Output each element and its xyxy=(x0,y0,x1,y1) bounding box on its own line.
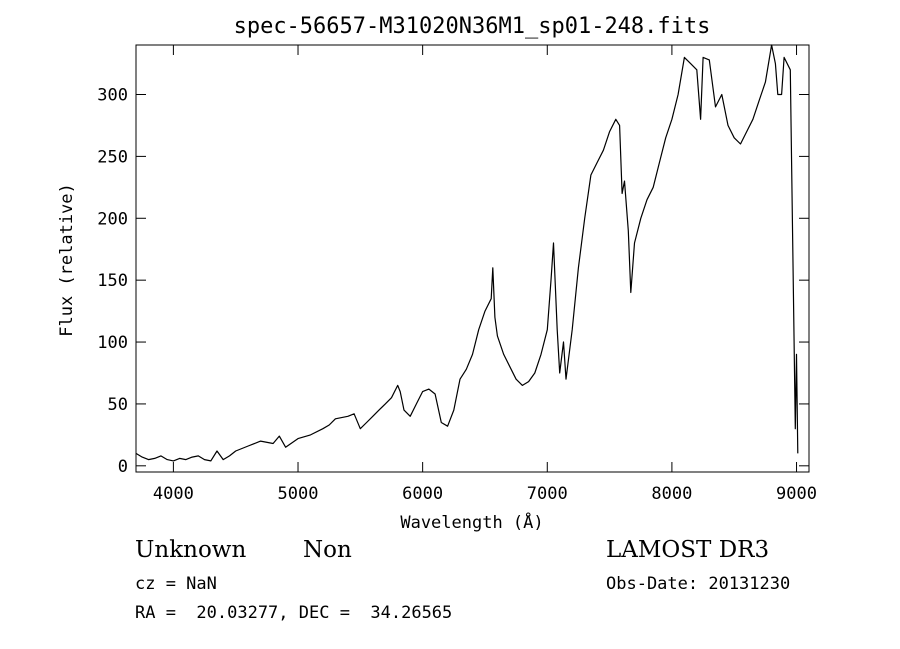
y-tick-label: 100 xyxy=(97,333,128,353)
y-tick-label: 0 xyxy=(118,457,128,477)
x-axis-label: Wavelength (Å) xyxy=(400,511,543,533)
survey-name: LAMOST DR3 xyxy=(606,537,770,563)
series-group xyxy=(135,44,799,462)
x-tick-label: 5000 xyxy=(278,484,319,504)
y-tick-label: 150 xyxy=(97,271,128,291)
x-tick-label: 6000 xyxy=(402,484,443,504)
y-axis-label: Flux (relative) xyxy=(57,183,77,337)
coordinates-text: RA = 20.03277, DEC = 34.26565 xyxy=(135,603,453,623)
object-subclass: Non xyxy=(303,537,352,563)
object-class: Unknown xyxy=(135,537,247,563)
x-tick-label: 4000 xyxy=(153,484,194,504)
x-axis: 4000 5000 6000 7000 8000 9000 xyxy=(153,45,817,504)
obs-date: Obs-Date: 20131230 xyxy=(606,574,791,594)
chart-title: spec-56657-M31020N36M1_sp01-248.fits xyxy=(234,14,711,39)
x-tick-label: 7000 xyxy=(527,484,568,504)
y-tick-label: 300 xyxy=(97,86,128,106)
y-axis: 0 50 100 150 200 250 300 xyxy=(97,86,809,477)
redshift-text: cz = NaN xyxy=(135,574,217,594)
plot-frame xyxy=(135,44,810,473)
y-tick-label: 250 xyxy=(97,147,128,167)
y-tick-label: 200 xyxy=(97,209,128,229)
x-tick-label: 9000 xyxy=(776,484,817,504)
x-tick-label: 8000 xyxy=(651,484,692,504)
spectrum-line xyxy=(135,44,799,462)
y-tick-label: 50 xyxy=(108,395,128,415)
